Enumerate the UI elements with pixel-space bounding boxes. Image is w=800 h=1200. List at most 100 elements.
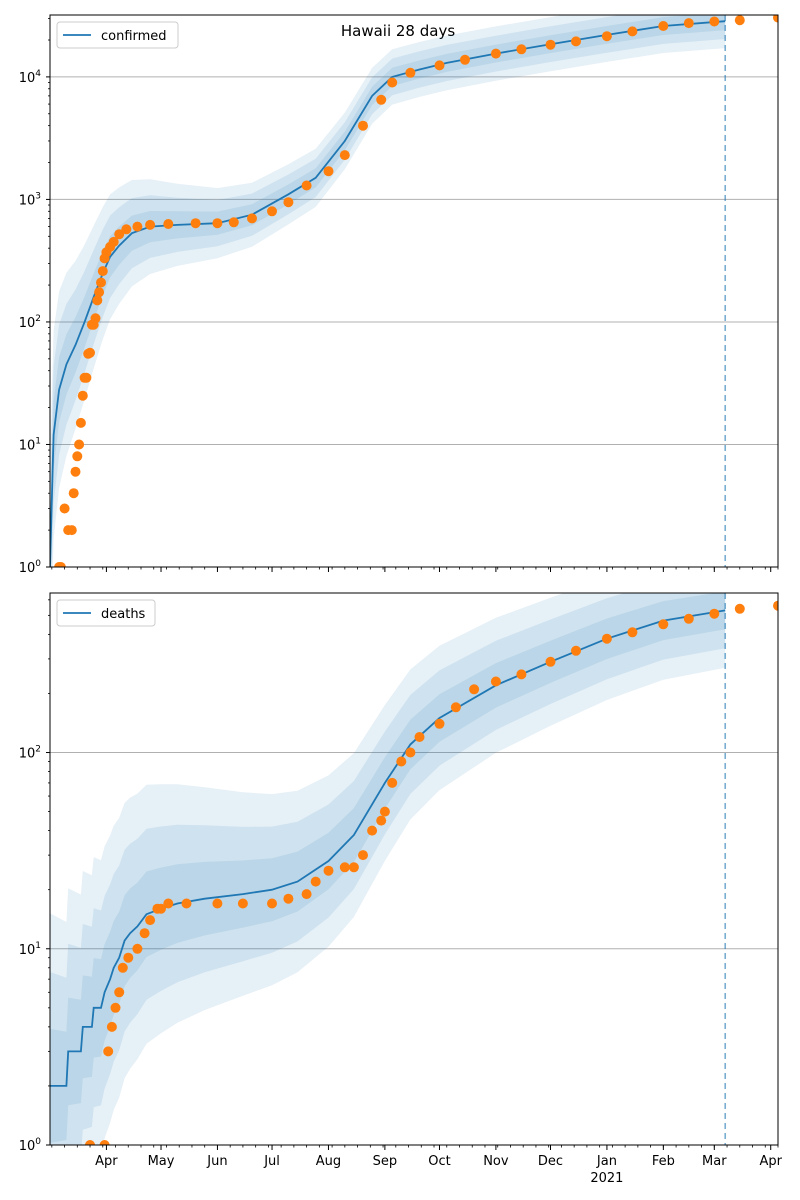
observed-point — [163, 898, 174, 909]
confirmed-panel: 100 101 102 103 104 confirmed — [19, 14, 779, 576]
xtick-label: Aug — [316, 1154, 341, 1169]
ytick-label: 102 — [19, 314, 41, 331]
observed-point — [405, 747, 416, 758]
observed-point — [627, 627, 638, 638]
deaths-panel: 100 101 102 Apr May Jun Jul Aug Sep Oct Nov Dec Jan 2… — [19, 592, 783, 1186]
observed-point — [658, 21, 669, 31]
observed-point — [90, 313, 101, 324]
xtick-label: Jul — [263, 1154, 280, 1169]
legend: confirmed — [56, 21, 179, 49]
observed-point — [301, 180, 312, 191]
observed-point — [734, 15, 745, 26]
observed-point — [283, 197, 294, 208]
observed-point — [139, 928, 150, 939]
legend-label: deaths — [101, 607, 146, 622]
xtick-label: Mar — [702, 1154, 727, 1169]
observed-point — [460, 54, 470, 65]
observed-point — [516, 669, 527, 680]
ytick-label: 101 — [19, 436, 41, 453]
xtick-label: Feb — [652, 1154, 675, 1169]
xtick-label: Apr — [95, 1154, 118, 1169]
xtick-label: Jan — [596, 1154, 617, 1169]
observed-point — [323, 865, 334, 876]
observed-point — [190, 218, 201, 229]
observed-point — [99, 1140, 110, 1145]
observed-point — [601, 31, 612, 42]
observed-point — [81, 372, 92, 383]
observed-point — [658, 619, 669, 630]
uncertainty-band — [50, 593, 726, 1143]
observed-point — [414, 732, 425, 742]
observed-point — [773, 15, 778, 23]
observed-point — [545, 656, 556, 667]
observed-point — [323, 166, 334, 177]
observed-point — [97, 266, 108, 277]
observed-point — [106, 1021, 117, 1032]
observed-point — [571, 36, 581, 47]
observed-point — [405, 67, 416, 78]
observed-point — [247, 213, 257, 224]
observed-point — [339, 150, 350, 161]
observed-point — [490, 48, 501, 59]
observed-point — [387, 777, 398, 788]
legend-label: confirmed — [101, 29, 167, 44]
xtick-label: Jun — [206, 1154, 227, 1169]
observed-point — [96, 277, 106, 288]
observed-point — [156, 903, 166, 914]
observed-point — [387, 77, 398, 88]
ytick-label: 100 — [19, 559, 42, 576]
observed-point — [121, 224, 132, 235]
observed-point — [108, 236, 119, 247]
observed-points — [54, 15, 778, 567]
observed-point — [396, 756, 407, 767]
observed-point — [114, 229, 125, 240]
uncertainty-band — [50, 593, 726, 1145]
observed-point — [237, 898, 248, 909]
observed-point — [123, 952, 134, 963]
observed-point — [212, 218, 223, 229]
xtick-label: Sep — [373, 1154, 398, 1169]
observed-point — [379, 806, 390, 817]
observed-point — [163, 219, 174, 229]
observed-point — [283, 893, 294, 904]
observed-point — [516, 44, 527, 55]
uncertainty-bands — [50, 593, 726, 1145]
observed-point — [683, 18, 694, 29]
observed-point — [228, 217, 239, 228]
figure-title: Hawaii 28 days — [341, 22, 455, 40]
uncertainty-band — [50, 593, 726, 1145]
observed-point — [490, 676, 501, 687]
xtick-year-label: 2021 — [590, 1171, 623, 1186]
observed-point — [450, 702, 461, 713]
legend-box — [56, 21, 179, 49]
observed-point — [267, 206, 277, 217]
observed-point — [132, 221, 143, 232]
observed-point — [145, 915, 156, 926]
observed-point — [66, 525, 77, 536]
observed-points — [85, 600, 778, 1145]
xtick-label: May — [148, 1154, 175, 1169]
legend-box — [56, 599, 156, 627]
observed-point — [358, 850, 368, 861]
observed-point — [212, 898, 223, 909]
observed-point — [545, 39, 556, 50]
observed-point — [94, 287, 105, 298]
observed-point — [627, 26, 638, 37]
observed-point — [132, 943, 143, 954]
observed-point — [267, 898, 277, 909]
axes-frame — [49, 592, 779, 1146]
ytick-label: 103 — [19, 191, 41, 208]
observed-point — [348, 862, 359, 873]
observed-point — [72, 451, 83, 462]
xtick-label: Apr — [759, 1154, 782, 1169]
observed-point — [734, 603, 745, 614]
observed-point — [709, 16, 720, 27]
observed-point — [571, 645, 581, 656]
observed-point — [376, 815, 387, 826]
observed-point — [339, 862, 350, 873]
observed-point — [55, 562, 66, 567]
observed-point — [709, 608, 720, 619]
ytick-label: 104 — [19, 69, 42, 86]
observed-point — [114, 987, 125, 998]
